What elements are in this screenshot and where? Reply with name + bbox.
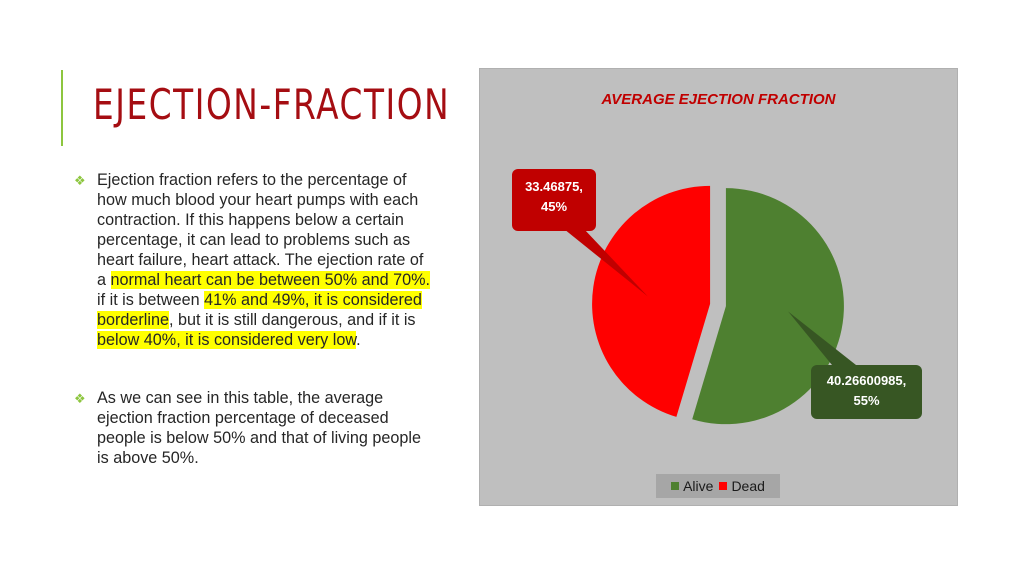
legend-swatch-dead: [719, 482, 728, 490]
bullet-text-segment: if it is between: [97, 291, 205, 309]
data-label-dead: 33.46875, 45%: [512, 169, 596, 231]
bullet-list: ❖ Ejection fraction refers to the percen…: [74, 170, 434, 468]
legend-swatch-alive: [671, 482, 680, 490]
title-accent-rule: [61, 70, 63, 146]
data-label-alive-value: 40.26600985,: [826, 373, 907, 388]
highlight-normal-range: normal heart can be between 50% and 70%.: [110, 271, 430, 289]
bullet-text: As we can see in this table, the average…: [97, 389, 421, 467]
legend-label-dead: Dead: [731, 478, 765, 494]
data-label-alive: 40.26600985, 55%: [811, 365, 922, 419]
bullet-item-definition: ❖ Ejection fraction refers to the percen…: [74, 170, 434, 350]
chart-title: AVERAGE EJECTION FRACTION: [601, 91, 836, 108]
bullet-text: Ejection fraction refers to the percenta…: [97, 171, 430, 349]
diamond-cluster-icon: ❖: [74, 173, 86, 188]
pie-slice-dead: [592, 185, 711, 417]
bullet-item-conclusion: ❖ As we can see in this table, the avera…: [74, 388, 434, 468]
data-label-dead-value: 33.46875,: [525, 179, 583, 194]
bullet-text-segment: Ejection fraction refers to the percenta…: [97, 171, 424, 289]
legend-entry-dead: Dead: [719, 478, 765, 494]
data-label-dead-percent: 45%: [540, 199, 568, 214]
bullet-text-segment: .: [356, 331, 361, 349]
pie-chart: [564, 185, 856, 425]
chart-legend: Alive Dead: [656, 474, 780, 498]
pie-slice-alive: [692, 188, 844, 425]
page-title: EJECTION-FRACTION: [93, 80, 451, 129]
highlight-low-range: below 40%, it is considered very low: [97, 331, 357, 349]
bullet-text-segment: , but it is still dangerous, and if it i…: [169, 311, 416, 329]
legend-label-alive: Alive: [683, 478, 714, 494]
data-label-alive-percent: 55%: [853, 393, 880, 408]
legend-entry-alive: Alive: [671, 478, 713, 494]
diamond-cluster-icon: ❖: [74, 391, 86, 406]
pie-chart-panel: AVERAGE EJECTION FRACTION 33.46875, 45% …: [479, 68, 958, 506]
